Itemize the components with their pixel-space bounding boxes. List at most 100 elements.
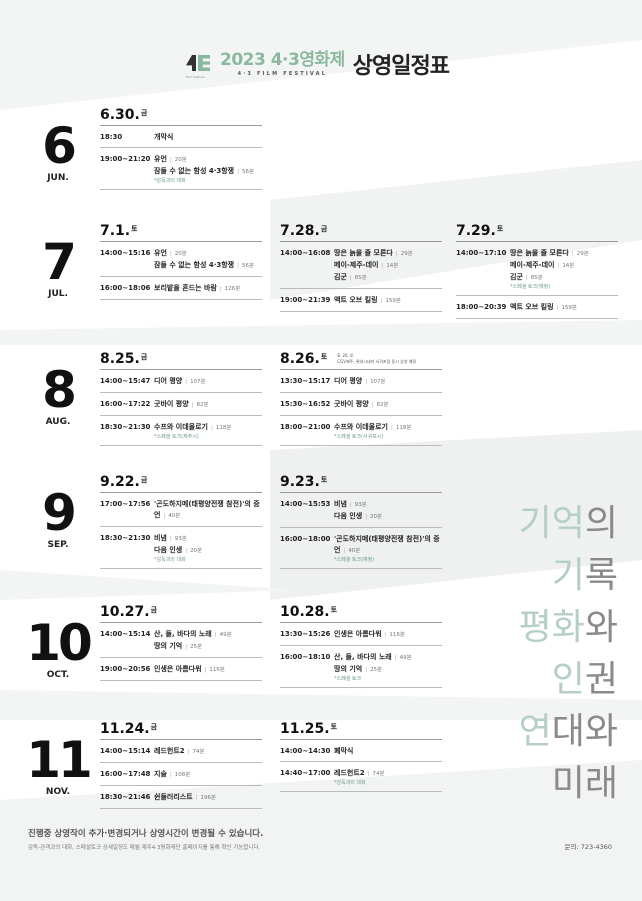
- day-schedule: 8.25. 금 14:00~15:47 디어 평양 | 107분 16:00~17:22 굿바…: [100, 345, 262, 446]
- slogan-line: 미래: [498, 758, 618, 810]
- month-name: OCT.: [46, 670, 70, 680]
- session-row: 19:00~20:56 인생은 아름다워 | 116분: [100, 658, 262, 681]
- film-item: 굿바이 평양 | 82분: [334, 399, 442, 411]
- day-schedule: 10.27. 금 14:00~15:14 산, 들, 바다의 노래 | 49분 땅의 기억 |…: [100, 598, 262, 681]
- film-item: 땅의 기억 | 25분: [334, 664, 442, 676]
- day-weekday: 토: [330, 606, 338, 614]
- separator: |: [556, 305, 559, 311]
- film-item: 디어 평양 | 107분: [154, 376, 262, 388]
- film-list: 산, 들, 바다의 노래 | 49분 땅의 기억 | 25분 *스페셜 토크: [334, 652, 442, 683]
- film-runtime: 82분: [196, 402, 209, 408]
- separator: |: [390, 425, 393, 431]
- film-item: 개막식: [154, 132, 262, 143]
- film-runtime: 25분: [190, 644, 203, 650]
- film-item: 액트 오브 킬링 | 159분: [510, 302, 618, 314]
- month-name: NOV.: [45, 787, 71, 797]
- slogan-dark: 록: [584, 555, 618, 596]
- separator: |: [187, 749, 190, 755]
- month-label: 6 JUN.: [18, 121, 98, 183]
- film-title: 개막식: [154, 133, 174, 141]
- film-runtime: 29분: [400, 251, 413, 257]
- slogan-light: 연: [518, 711, 552, 752]
- day-date: 10.28.: [280, 604, 330, 620]
- day-header: 9.23. 토: [280, 468, 442, 493]
- film-event-note: *스페셜 토크: [334, 676, 362, 682]
- film-event-note: *감독과의 대화: [154, 557, 186, 563]
- day-schedule: 9.23. 토 14:00~15:53 비념 | 93분 다음 인생 | 20분 16:00~18…: [280, 468, 442, 569]
- schedule-title: 상영일정표: [352, 54, 450, 79]
- logo-text: Film Festival: [186, 75, 205, 79]
- day-weekday: 금: [150, 723, 158, 731]
- film-title: 땅의 기억: [334, 665, 363, 673]
- film-item: 폐막식: [334, 746, 442, 757]
- session-time: 14:00~15:16: [100, 249, 151, 257]
- film-runtime: 82분: [376, 402, 389, 408]
- separator: |: [380, 298, 383, 304]
- separator: |: [525, 275, 528, 281]
- film-runtime: 14분: [562, 263, 575, 269]
- day-schedule: 10.28. 토 13:30~15:26 인생은 아름다워 | 116분 16:00~18:…: [280, 598, 442, 688]
- film-list: 쉰들러리스트 | 196분: [154, 792, 262, 804]
- film-title: 다음 인생: [154, 546, 183, 554]
- film-list: 비념 | 93분 다음 인생 | 20분 *감독과의 대화: [154, 533, 262, 564]
- film-list: 유언 | 20분 잠들 수 없는 함성 4·3항쟁 | 56분: [154, 248, 262, 272]
- film-runtime: 49분: [399, 655, 412, 661]
- film-item: 잠들 수 없는 함성 4·3항쟁 | 56분: [154, 166, 262, 178]
- film-title: 비념: [154, 534, 167, 542]
- separator: |: [169, 772, 172, 778]
- film-runtime: 20분: [174, 157, 187, 163]
- month-number: 11: [26, 731, 93, 789]
- session-row: 14:00~15:53 비념 | 93분 다음 인생 | 20분: [280, 493, 442, 528]
- film-list: 굿바이 평양 | 82분: [154, 399, 262, 411]
- film-title: 잠들 수 없는 함성 4·3항쟁: [154, 167, 235, 175]
- film-runtime: 159분: [561, 305, 577, 311]
- film-runtime: 56분: [241, 169, 255, 175]
- day-schedule: 7.1. 토 14:00~15:16 유언 | 20분 잠들 수 없는 함성 4·3항쟁 | 5…: [100, 217, 262, 300]
- separator: |: [395, 251, 398, 257]
- session-time: 18:00~20:39: [456, 303, 507, 311]
- film-item: 디어 평양 | 107분: [334, 376, 442, 388]
- session-time: 18:30~21:46: [100, 793, 151, 801]
- festival-title: 2023 4·3영화제: [220, 50, 345, 70]
- film-runtime: 116분: [209, 667, 225, 673]
- film-list: 수프와 이데올로기 | 118분 *스페셜 토크(서귀포시): [334, 422, 442, 441]
- session-row: 16:00~18:00 '곤도하지메(태평양전쟁 참전)'의 증언 | 40분 *스페셜…: [280, 528, 442, 569]
- separator: |: [367, 771, 370, 777]
- film-item: 땅은 늙을 줄 모른다 | 29분: [334, 248, 442, 260]
- session-time: 14:00~15:47: [100, 377, 151, 385]
- slogan-light: 평화: [518, 607, 585, 648]
- day-header: 8.26. 토 8. 26. 토 CGV제주, 롯데시네마 서귀포점 동시 상영 예정: [280, 345, 442, 370]
- film-item: 유언 | 20분: [154, 248, 262, 260]
- film-runtime: 25분: [370, 667, 383, 673]
- film-title: '곤도하지메(태평양전쟁 참전)'의 증언: [154, 500, 260, 519]
- session-time: 14:00~17:10: [456, 249, 507, 257]
- film-title: 땅은 늙을 줄 모른다: [510, 249, 569, 257]
- separator: |: [185, 379, 188, 385]
- film-title: 디어 평양: [334, 377, 363, 385]
- session-row: 14:00~17:10 땅은 늙을 줄 모른다 | 29분 메이-제주-데이 | 14분 김군…: [456, 242, 618, 296]
- film-title: 땅은 늙을 줄 모른다: [334, 249, 393, 257]
- day-header: 9.22. 금: [100, 468, 262, 493]
- session-row: 14:00~14:30 폐막식: [280, 740, 442, 762]
- session-time: 13:30~15:17: [280, 377, 331, 385]
- film-item: 수프와 이데올로기 | 118분: [334, 422, 442, 434]
- slogan-dark: 권: [584, 659, 618, 700]
- session-row: 16:00~18:06 보리밭을 흔드는 바람 | 126분: [100, 277, 262, 300]
- session-row: 18:30~21:46 쉰들러리스트 | 196분: [100, 786, 262, 809]
- film-runtime: 108분: [174, 772, 191, 778]
- day-weekday: 토: [496, 225, 504, 233]
- film-title: 인생은 아름다워: [334, 630, 382, 638]
- slogan-dark: 대와: [551, 711, 618, 752]
- film-title: 비념: [334, 500, 347, 508]
- day-note: 8. 26. 토 CGV제주, 롯데시네마 서귀포점 동시 상영 예정: [337, 353, 416, 365]
- film-runtime: 74분: [192, 749, 205, 755]
- film-title: 디어 평양: [154, 377, 183, 385]
- film-runtime: 126분: [224, 286, 241, 292]
- slogan-line: 기록: [498, 550, 618, 602]
- slogan-light: 인: [551, 659, 585, 700]
- film-title: 굿바이 평양: [154, 400, 189, 408]
- film-item: 메이-제주-데이 | 14분: [334, 260, 442, 272]
- day-date: 7.28.: [280, 223, 320, 239]
- film-runtime: 29분: [576, 251, 589, 257]
- day-weekday: 금: [140, 353, 148, 361]
